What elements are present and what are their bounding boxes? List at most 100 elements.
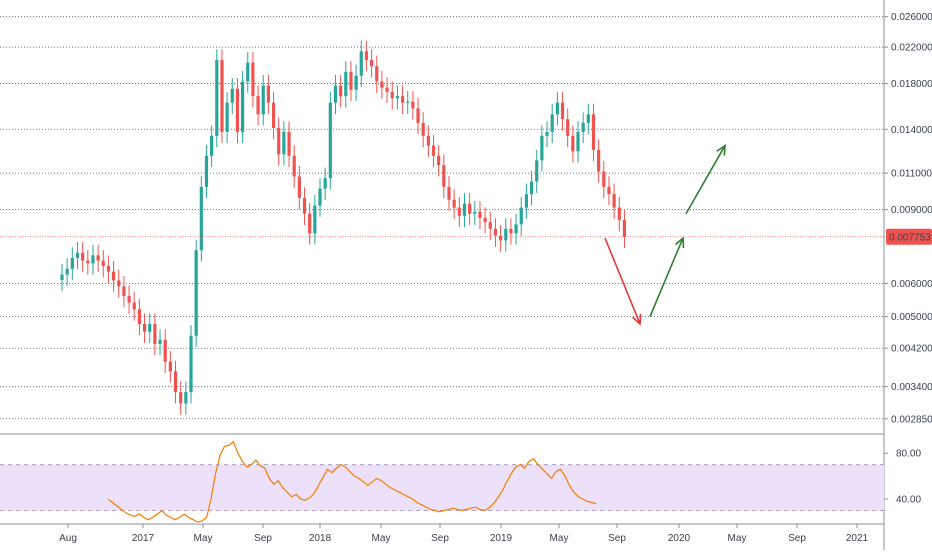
candle (220, 59, 224, 132)
x-tick-label: May (728, 533, 747, 544)
candle (468, 203, 472, 214)
candle (184, 392, 188, 404)
y-tick-label: 0.026000 (891, 12, 932, 23)
candle (550, 114, 554, 132)
candle (622, 220, 627, 237)
candle (555, 102, 559, 115)
current-price-label: 0.007753 (889, 232, 931, 243)
candle (426, 135, 430, 146)
candle (576, 131, 580, 152)
candle (452, 199, 456, 208)
candle (411, 101, 415, 109)
candle (173, 371, 178, 393)
candle (148, 323, 152, 332)
candle (60, 274, 64, 281)
x-tick-label: May (550, 533, 569, 544)
candle (96, 255, 100, 261)
oscillator-band (0, 464, 884, 511)
candle (473, 211, 477, 214)
x-tick-label: Sep (608, 533, 626, 544)
candle (571, 135, 575, 152)
osc-y-tick-label: 40.00 (896, 495, 921, 506)
candle (65, 268, 69, 275)
y-tick-label: 0.018000 (891, 79, 932, 90)
x-tick-label: May (194, 533, 213, 544)
candle (251, 62, 255, 97)
candle (457, 207, 461, 216)
candle (277, 127, 281, 155)
candle (375, 66, 379, 82)
y-tick-label: 0.005000 (891, 312, 932, 323)
candle (215, 59, 219, 136)
candle (210, 135, 214, 156)
x-tick-label: 2017 (132, 533, 155, 544)
candle (323, 178, 327, 189)
forecast-arrow-up-1-head (674, 236, 685, 249)
candle (132, 302, 136, 310)
candle (364, 51, 369, 60)
candle (488, 222, 492, 229)
y-tick-label: 0.006000 (891, 279, 932, 290)
x-tick-label: May (372, 533, 391, 544)
candle (328, 102, 332, 179)
candle (189, 335, 193, 393)
candle (106, 266, 111, 272)
candle (400, 96, 405, 103)
forecast-arrow-down (604, 237, 641, 325)
candle (142, 323, 147, 332)
candle (586, 114, 590, 123)
candle (137, 309, 141, 324)
candle (385, 87, 389, 92)
candle (504, 228, 508, 241)
candle (560, 102, 565, 120)
candle (566, 119, 570, 136)
candle (117, 280, 121, 287)
candle (617, 207, 621, 221)
candle (153, 323, 157, 344)
candle (230, 88, 234, 103)
y-tick-label: 0.004200 (891, 344, 932, 355)
forecast-arrow-down-head (632, 313, 642, 326)
candle (179, 392, 183, 404)
candle (339, 85, 343, 97)
candle (287, 131, 291, 156)
candle (607, 186, 611, 195)
candle (225, 102, 229, 132)
candle (483, 217, 487, 223)
candle (302, 197, 307, 214)
current-price-badge (886, 228, 932, 245)
candle (540, 135, 544, 161)
candle (163, 339, 167, 362)
candle (199, 186, 203, 251)
candle (509, 228, 513, 234)
candle (514, 224, 518, 234)
y-tick-label: 0.009000 (891, 205, 932, 216)
y-tick-label: 0.003400 (891, 382, 932, 393)
candle (256, 96, 260, 115)
y-tick-label: 0.002850 (891, 414, 932, 425)
candle (122, 286, 126, 296)
x-tick-label: 2018 (309, 533, 332, 544)
candle (266, 85, 270, 103)
candle (112, 271, 116, 281)
candle (545, 131, 549, 136)
candle (519, 207, 523, 225)
candle (499, 235, 503, 241)
candle (421, 122, 425, 136)
x-tick-label: 2020 (668, 533, 691, 544)
candle (529, 181, 534, 195)
candle (235, 88, 240, 132)
candle (581, 122, 585, 132)
candle (101, 260, 105, 267)
candle (194, 250, 198, 336)
candle (70, 257, 74, 269)
x-tick-label: Aug (59, 533, 77, 544)
x-tick-label: 2021 (846, 533, 869, 544)
candle (91, 255, 95, 264)
candle (370, 59, 374, 67)
candle (158, 339, 162, 344)
candle (344, 71, 348, 97)
candle (127, 295, 131, 303)
